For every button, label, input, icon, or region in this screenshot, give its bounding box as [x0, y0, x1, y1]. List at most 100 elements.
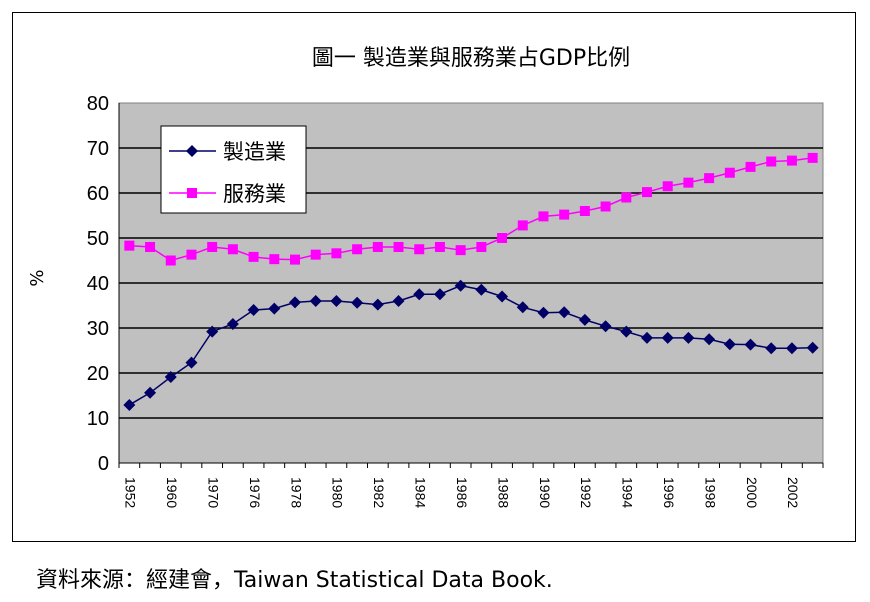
data-point — [642, 187, 652, 198]
data-point — [785, 342, 798, 355]
data-point — [724, 167, 735, 178]
y-tick-label: 80 — [87, 93, 109, 115]
data-point — [744, 338, 757, 351]
data-point — [683, 177, 694, 188]
data-point — [144, 386, 157, 399]
data-point — [497, 233, 508, 243]
y-tick-label: 50 — [87, 228, 109, 250]
data-point — [247, 304, 260, 316]
data-point — [704, 173, 715, 184]
data-point — [454, 279, 467, 292]
data-point — [703, 333, 716, 346]
data-point — [723, 338, 736, 351]
data-point — [578, 313, 591, 326]
x-tick-label: 1982 — [371, 477, 387, 508]
y-tick-label: 20 — [87, 363, 109, 385]
data-point — [186, 249, 197, 260]
x-tick-label: 1990 — [537, 477, 553, 508]
data-point — [164, 371, 177, 384]
series-line — [129, 157, 813, 262]
data-point — [309, 295, 322, 307]
x-tick-label: 1986 — [454, 477, 470, 508]
legend-marker — [186, 145, 198, 157]
x-tick-label: 2002 — [785, 477, 801, 508]
x-tick-label: 2000 — [744, 477, 760, 508]
data-point — [145, 242, 156, 252]
data-point — [558, 306, 571, 319]
y-axis-label: % — [27, 269, 48, 286]
data-point — [351, 296, 364, 309]
data-point — [433, 288, 446, 301]
data-point — [123, 398, 136, 411]
data-point — [766, 156, 777, 167]
data-point — [662, 181, 673, 192]
data-point — [269, 254, 280, 265]
data-point — [434, 242, 445, 252]
y-tick-label: 60 — [87, 183, 109, 205]
data-point — [682, 331, 695, 344]
data-point — [599, 320, 612, 333]
data-point — [661, 331, 674, 344]
data-point — [393, 242, 404, 252]
data-point — [579, 206, 590, 216]
chart-frame: 0 10 20 30 40 50 60 70 80 1952 1960 1970 1976 1978 198… — [12, 12, 856, 542]
x-tick-label: 1998 — [702, 477, 718, 508]
data-point — [414, 244, 425, 255]
data-point — [331, 248, 342, 259]
x-tick-label: 1988 — [495, 477, 511, 508]
data-point — [413, 288, 426, 301]
y-tick-label: 40 — [87, 273, 109, 295]
data-point — [268, 302, 281, 315]
line-chart: 0 10 20 30 40 50 60 70 80 1952 1960 1970 1976 1978 198… — [27, 46, 824, 508]
x-tick-label: 1980 — [330, 477, 346, 508]
data-point — [290, 254, 300, 265]
x-tick-label: 1984 — [413, 477, 429, 508]
data-point — [392, 295, 405, 307]
y-tick-label: 0 — [98, 453, 109, 475]
data-point — [330, 295, 343, 307]
data-point — [765, 342, 778, 355]
legend-label: 服務業 — [223, 182, 286, 206]
data-point — [226, 317, 239, 330]
data-point — [185, 356, 198, 369]
data-point — [559, 209, 570, 220]
data-point — [310, 249, 321, 260]
x-tick-label: 1994 — [620, 477, 636, 508]
data-point — [206, 325, 219, 338]
source-note: 資料來源：經建會，Taiwan Statistical Data Book. — [36, 568, 553, 593]
data-point — [207, 242, 218, 252]
legend-box — [160, 125, 307, 214]
data-point — [476, 242, 487, 252]
data-point — [641, 331, 653, 344]
data-point — [745, 161, 756, 172]
data-point — [475, 283, 488, 296]
y-tick-label: 70 — [87, 138, 109, 160]
data-point — [600, 201, 611, 212]
x-tick-label: 1978 — [288, 477, 304, 508]
data-point — [248, 251, 259, 262]
x-tick-label: 1992 — [578, 477, 594, 508]
x-tick-label: 1960 — [164, 477, 180, 508]
legend-marker — [187, 188, 197, 198]
data-point — [621, 192, 632, 203]
data-point — [455, 245, 466, 256]
legend-label: 製造業 — [223, 140, 286, 164]
data-point — [165, 255, 176, 266]
data-point — [124, 240, 135, 251]
data-point — [806, 341, 819, 354]
data-point — [538, 211, 549, 222]
data-point — [371, 298, 384, 311]
data-point — [786, 155, 797, 166]
x-tick-label: 1976 — [247, 477, 263, 508]
data-point — [289, 296, 301, 309]
x-tick-label: 1996 — [661, 477, 677, 508]
y-tick-label: 10 — [87, 408, 109, 430]
data-point — [807, 152, 818, 163]
series-line — [128, 284, 813, 406]
data-point — [372, 242, 383, 252]
data-point — [517, 220, 528, 231]
data-point — [620, 325, 633, 338]
data-point — [516, 301, 529, 314]
x-tick-label: 1970 — [205, 477, 221, 508]
data-point — [227, 244, 238, 255]
